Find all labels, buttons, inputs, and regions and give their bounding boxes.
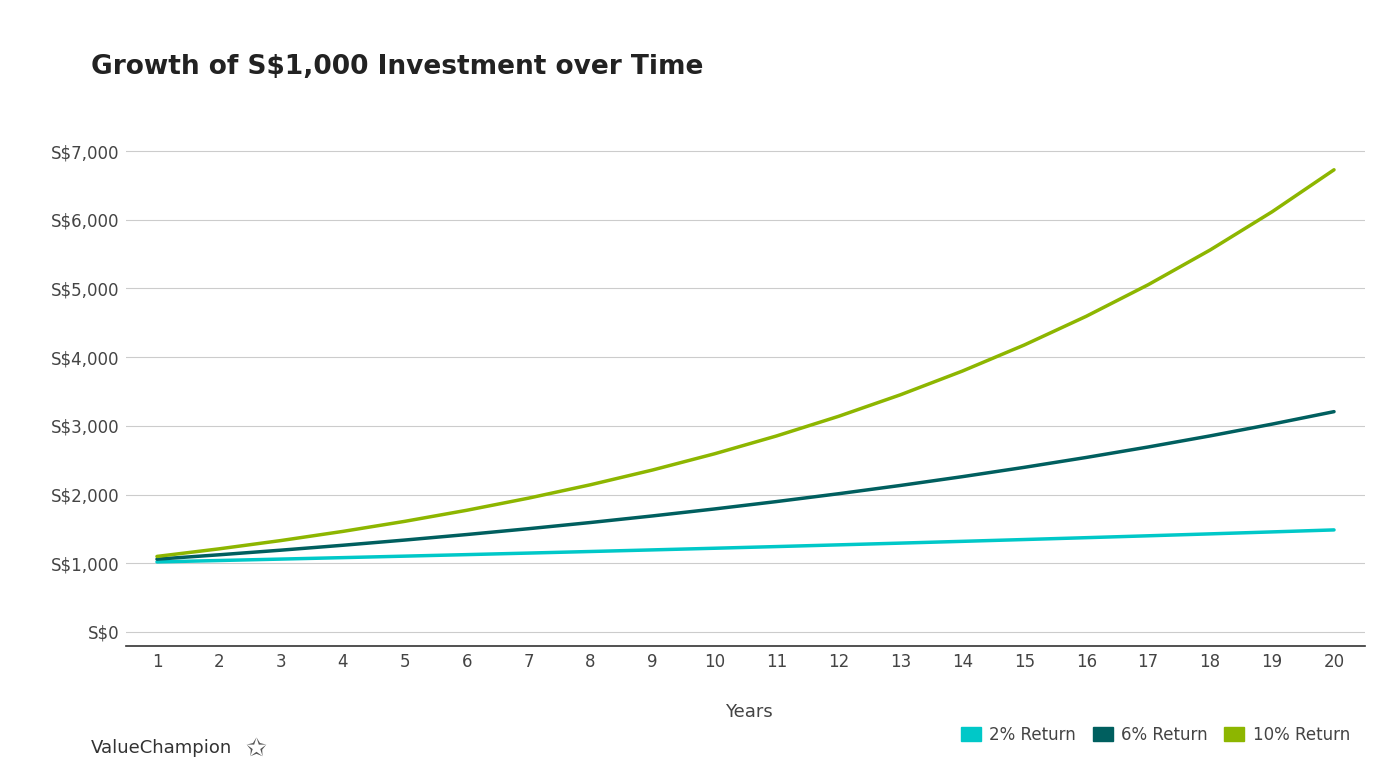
Text: ValueChampion: ValueChampion [91, 739, 232, 758]
Text: Growth of S$1,000 Investment over Time: Growth of S$1,000 Investment over Time [91, 54, 703, 80]
Text: Years: Years [725, 703, 773, 721]
Legend: 2% Return, 6% Return, 10% Return: 2% Return, 6% Return, 10% Return [955, 719, 1357, 750]
Text: ✩: ✩ [245, 737, 266, 760]
